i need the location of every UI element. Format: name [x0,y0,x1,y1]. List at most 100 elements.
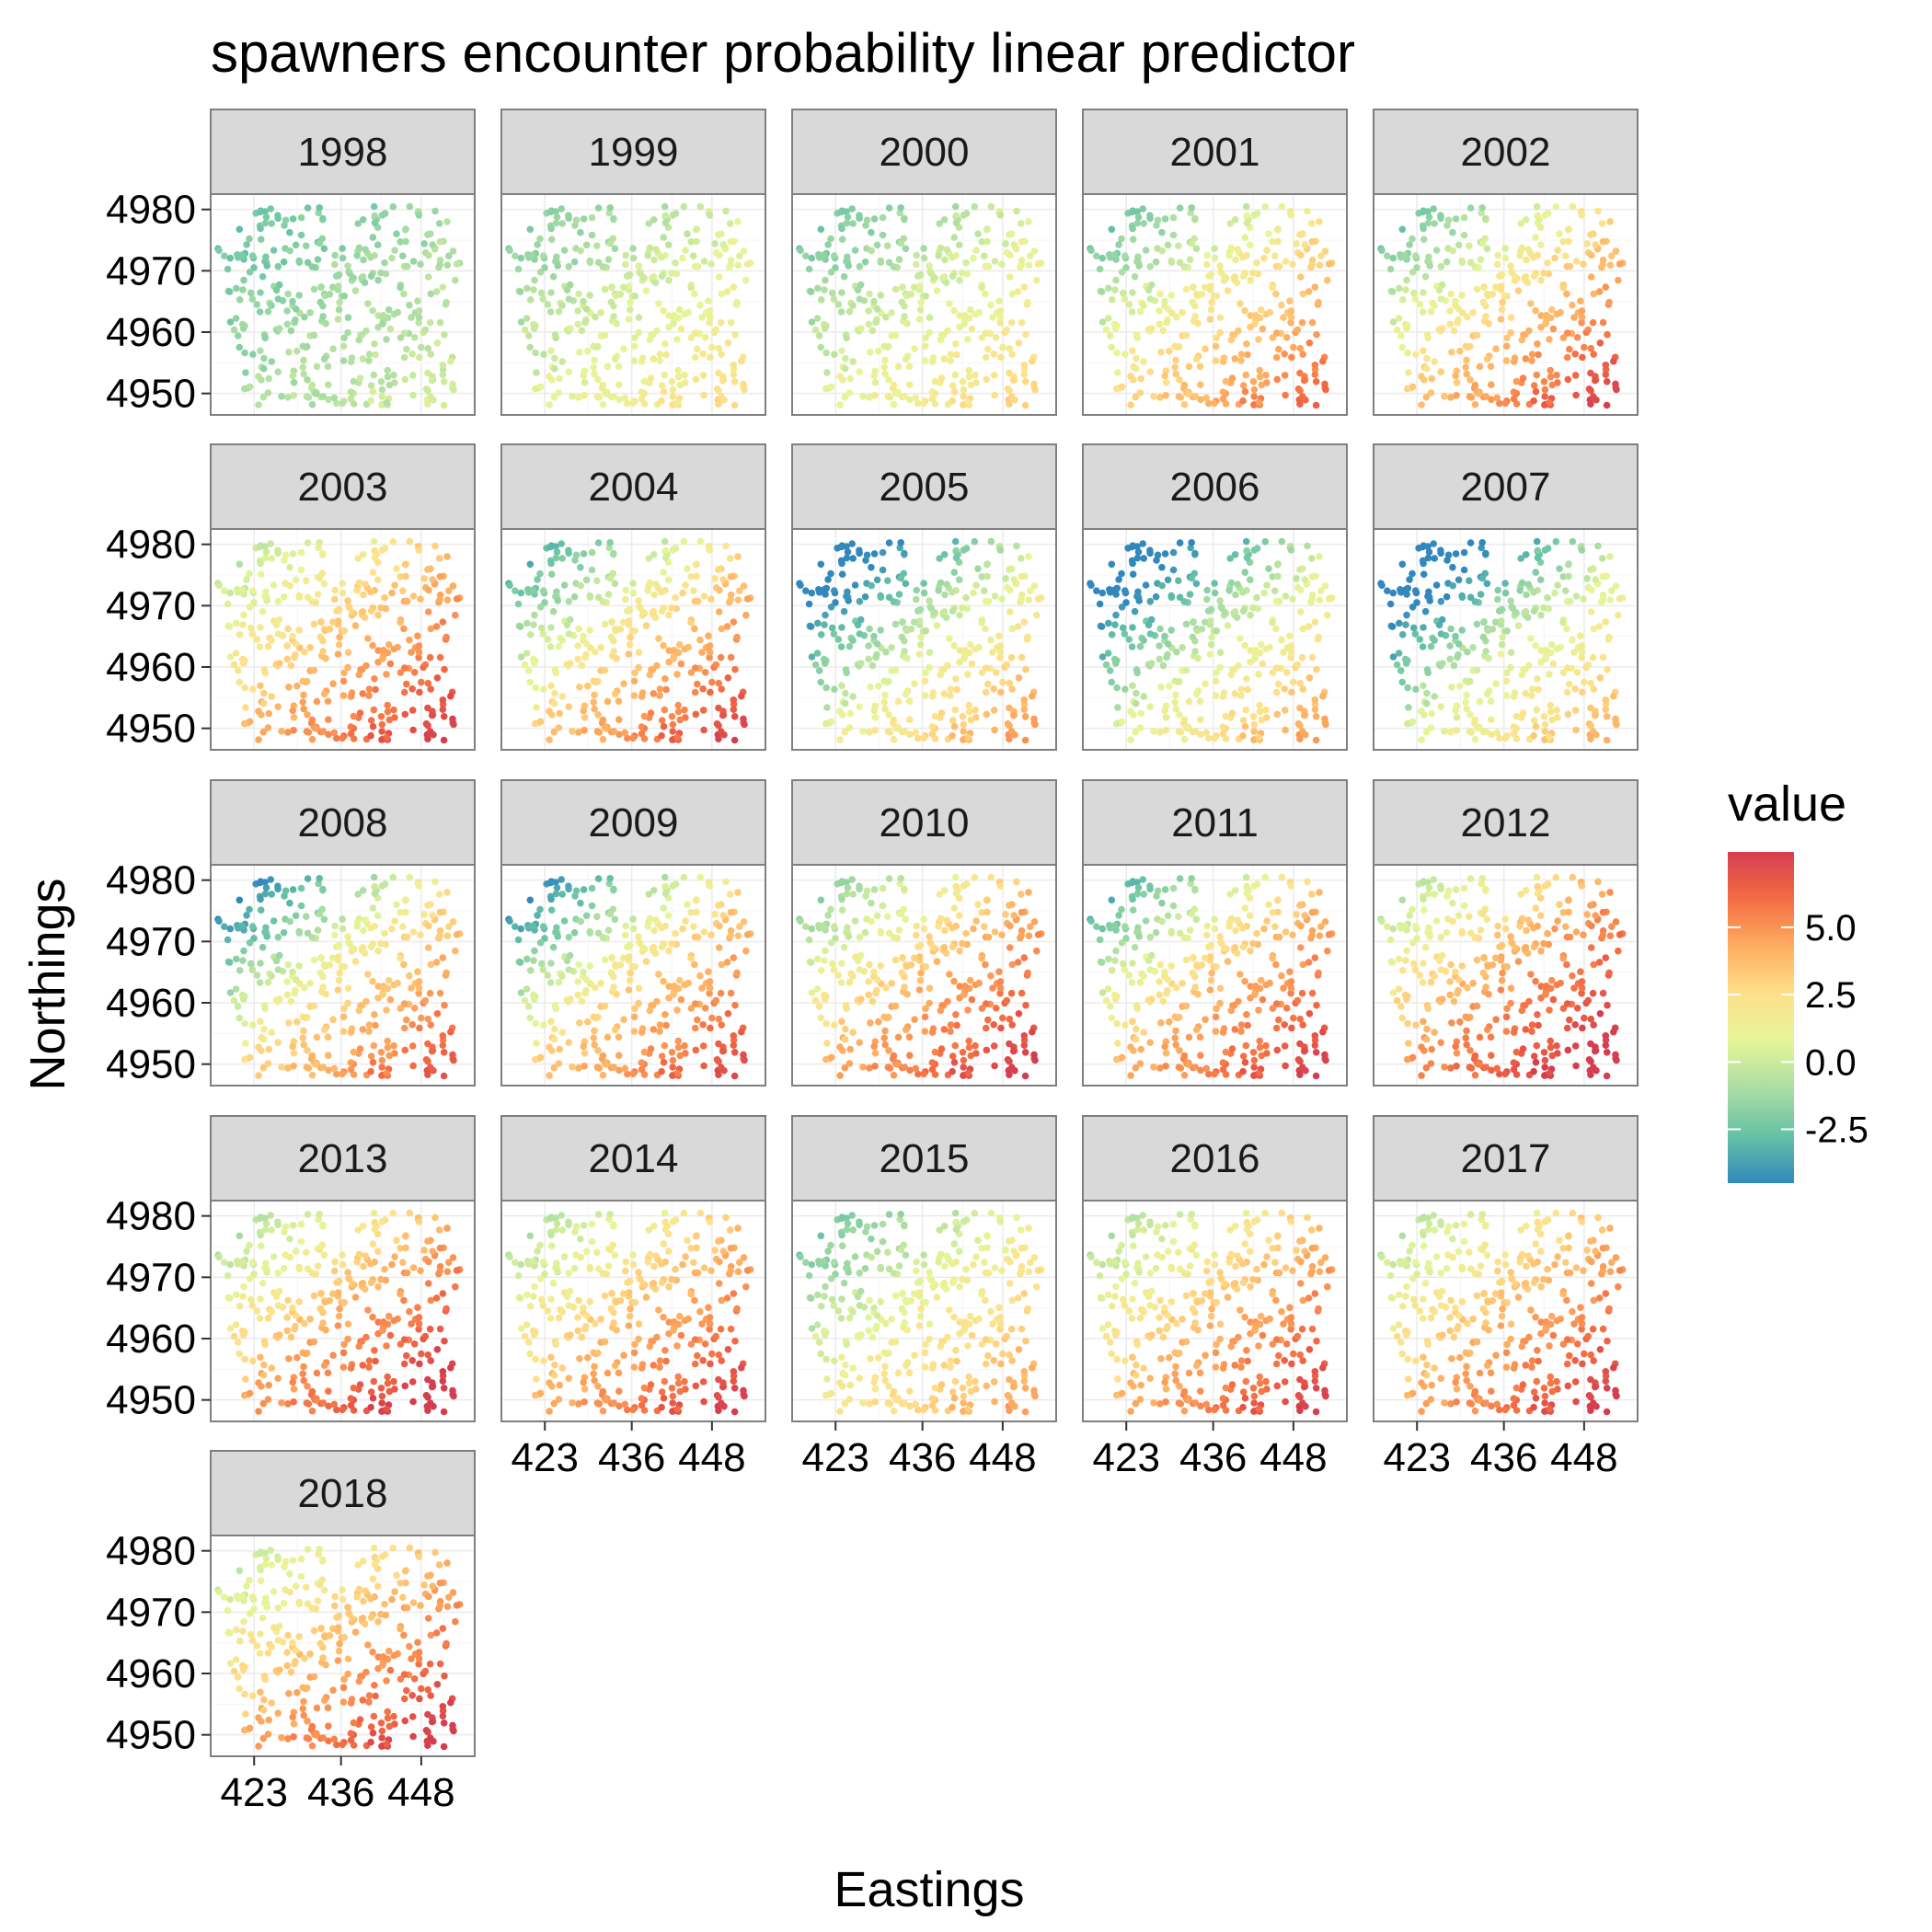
data-point [707,260,715,269]
data-point [534,912,541,919]
data-point [246,269,254,276]
data-point [937,336,945,344]
data-point [420,240,428,247]
data-point [1476,362,1484,371]
data-point [325,716,332,723]
data-point [1446,307,1454,315]
data-point [863,216,871,224]
data-point [299,698,307,706]
data-point [1557,308,1564,316]
data-point [1128,208,1136,216]
data-point [891,620,900,628]
data-point [349,608,357,616]
data-point [400,960,408,969]
data-point [646,336,654,344]
data-point [664,576,673,583]
data-point [975,308,983,316]
data-point [983,572,991,581]
data-point [1596,339,1604,347]
data-point [1466,342,1474,351]
data-point [278,393,285,400]
data-point [940,273,949,281]
data-point [613,990,620,998]
data-point [665,276,673,284]
data-point [1287,319,1294,327]
data-point [705,968,712,975]
data-point [1261,537,1270,546]
data-point [1456,682,1464,690]
data-point [365,357,373,364]
data-point [331,931,339,939]
data-point [1290,343,1297,351]
data-point [443,553,451,560]
data-point [275,615,283,624]
data-point [431,878,439,886]
data-point [1125,636,1133,643]
data-point [575,290,582,298]
data-point [1432,581,1441,589]
data-point [443,932,452,939]
data-point [1324,276,1331,284]
panel-border [791,193,1057,416]
data-point [1164,650,1171,659]
data-point [873,650,880,659]
data-point [443,969,450,977]
data-point [660,977,667,985]
data-point [638,395,646,403]
data-point [1409,235,1416,243]
data-point [215,247,223,255]
data-point [1478,574,1487,582]
data-point [530,621,537,628]
data-point [611,915,619,924]
data-point [1308,595,1316,604]
data-point [1237,357,1245,364]
data-point [371,882,379,891]
data-point [1250,385,1259,394]
data-point [1113,349,1121,357]
data-point [1564,225,1572,234]
data-point [324,697,332,706]
data-point [359,608,367,615]
data-point [661,554,670,562]
data-point [808,318,816,326]
data-point [1136,389,1144,397]
data-point [1564,560,1572,569]
y-tick-label: 4970 [106,919,196,964]
data-point [1444,216,1453,224]
data-point [377,1049,385,1056]
data-point [1201,283,1209,292]
data-point [950,306,958,315]
data-point [234,667,242,674]
data-point [1136,724,1144,731]
data-point [572,216,581,224]
data-point [968,660,976,668]
data-point [1006,386,1013,395]
data-point [881,370,889,378]
data-point [340,293,349,300]
data-point [303,577,310,584]
data-point [635,328,642,337]
data-point [424,902,431,909]
data-point [569,728,576,735]
data-point [630,1028,638,1035]
data-point [1269,618,1276,627]
data-point [873,241,881,249]
data-point [642,287,650,294]
data-point [1211,589,1219,597]
data-point [433,674,442,682]
data-point [727,318,735,327]
data-point [530,286,537,293]
data-point [717,318,725,327]
data-point [1530,731,1537,740]
data-point [940,216,949,224]
data-point [582,976,591,983]
data-point [1378,247,1386,255]
data-point [738,1028,745,1036]
data-point [1137,709,1144,718]
data-point [578,327,586,335]
data-point [1188,239,1196,247]
data-point [594,376,602,384]
data-point [1493,394,1501,402]
data-point [1602,706,1610,713]
data-point [613,654,620,662]
